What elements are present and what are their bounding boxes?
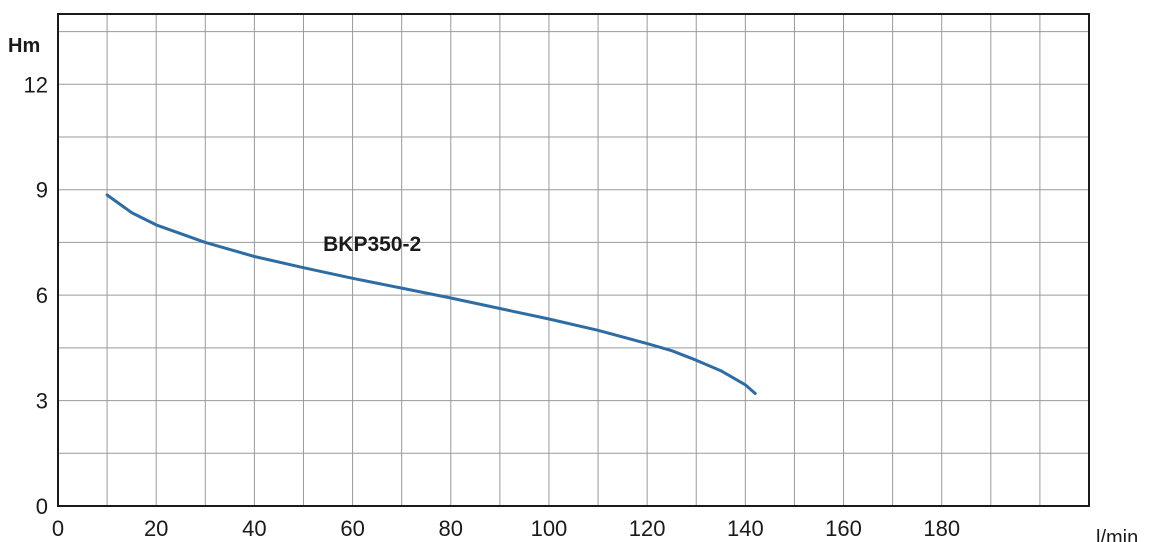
y-tick-label: 0 [36,494,48,519]
y-tick-label: 6 [36,283,48,308]
y-tick-labels: 0 3 6 9 12 [24,72,48,519]
y-tick-label: 3 [36,389,48,414]
x-tick-label: 180 [923,516,960,541]
x-tick-label: 100 [531,516,568,541]
y-axis-unit-label: Hm [8,35,40,57]
series-line [105,193,757,395]
x-tick-label: 0 [52,516,64,541]
y-tick-label: 9 [36,178,48,203]
plot-frame [57,13,1090,507]
x-axis-unit-label: l/min [1096,527,1138,542]
series-label: BKP350-2 [323,233,421,256]
x-tick-label: 120 [629,516,666,541]
x-tick-label: 60 [340,516,364,541]
x-tick-label: 20 [144,516,168,541]
x-tick-label: 140 [727,516,764,541]
grid-lines [58,14,1089,506]
x-tick-label: 40 [242,516,266,541]
y-tick-label: 12 [24,72,48,97]
x-tick-labels: 0 20 40 60 80 100 120 140 160 180 [52,516,960,541]
series-layer: BKP350-2 [105,193,757,395]
x-tick-label: 160 [825,516,862,541]
x-tick-label: 80 [439,516,463,541]
